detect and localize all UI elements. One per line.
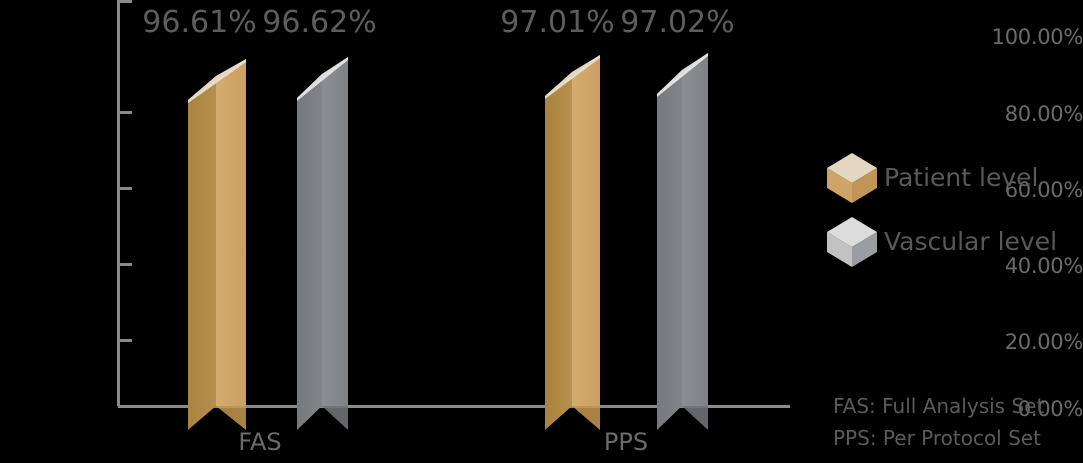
cube-right-face xyxy=(852,232,877,267)
bar-top-highlight xyxy=(297,57,348,101)
bar-left-face xyxy=(545,72,572,406)
bar-right-face xyxy=(216,59,246,406)
y-axis-tick-label: 20.00% xyxy=(1004,330,1083,354)
bar-top-highlight xyxy=(188,59,246,103)
cube-left-face xyxy=(827,232,852,267)
bar-left-face xyxy=(297,74,322,406)
x-axis-category-label-pps: PPS xyxy=(603,428,649,456)
footnote-pps: PPS: Per Protocol Set xyxy=(833,426,1041,450)
bar-pps-patient-level xyxy=(545,55,600,430)
y-axis-tick-label: 0.00% xyxy=(1017,397,1083,421)
footnote-fas: FAS: Full Analysis Set xyxy=(833,394,1045,418)
legend-item-vascular-level: Vascular level xyxy=(884,227,1058,256)
x-axis-category-label-fas: FAS xyxy=(238,428,282,456)
bar-top-highlight xyxy=(545,55,600,99)
legend-item-patient-level: Patient level xyxy=(884,163,1039,192)
y-axis-tick-label: 100.00% xyxy=(991,25,1083,49)
y-axis-tick-label: 80.00% xyxy=(1004,102,1083,126)
bar-right-face xyxy=(682,53,708,406)
bar-right-face xyxy=(322,57,348,406)
data-label-fas-vascular-level: 96.62% xyxy=(262,5,377,40)
cube-right-face xyxy=(852,168,877,203)
bar-top-highlight xyxy=(657,53,708,97)
cube-left-face xyxy=(827,168,852,203)
bar-right-face xyxy=(572,55,600,406)
gold-cube-icon xyxy=(827,153,877,203)
y-axis-tick-label: 60.00% xyxy=(1004,178,1083,202)
data-label-pps-vascular-level: 97.02% xyxy=(620,5,735,40)
gray-cube-icon xyxy=(827,217,877,267)
bar-fas-patient-level xyxy=(188,59,246,430)
bar-fas-vascular-level xyxy=(297,57,348,430)
y-axis-tick-label: 40.00% xyxy=(1004,254,1083,278)
data-label-fas-patient-level: 96.61% xyxy=(142,5,257,40)
data-label-pps-patient-level: 97.01% xyxy=(500,5,615,40)
bar-left-face xyxy=(188,76,216,406)
bar-left-face xyxy=(657,70,682,406)
bar-pps-vascular-level xyxy=(657,53,708,430)
